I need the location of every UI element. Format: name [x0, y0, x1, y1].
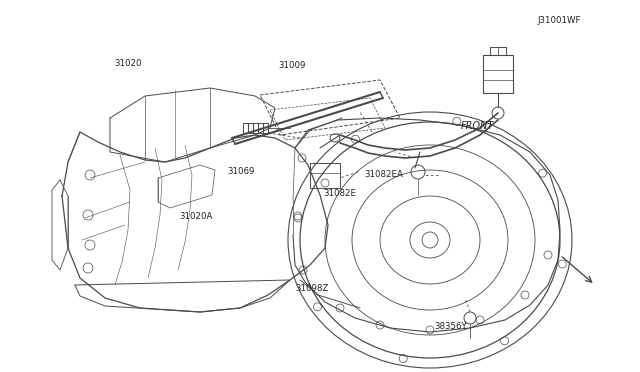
- Text: J31001WF: J31001WF: [538, 16, 581, 25]
- Text: 31020: 31020: [114, 60, 141, 68]
- Text: 31069: 31069: [228, 167, 255, 176]
- Text: 31009: 31009: [278, 61, 306, 70]
- Text: FRONT: FRONT: [461, 121, 494, 131]
- Text: 31082EA: 31082EA: [365, 170, 404, 179]
- Text: 38356Y: 38356Y: [434, 322, 467, 331]
- Text: 31082E: 31082E: [324, 189, 357, 198]
- Text: 31020A: 31020A: [179, 212, 212, 221]
- Text: 31098Z: 31098Z: [296, 284, 329, 293]
